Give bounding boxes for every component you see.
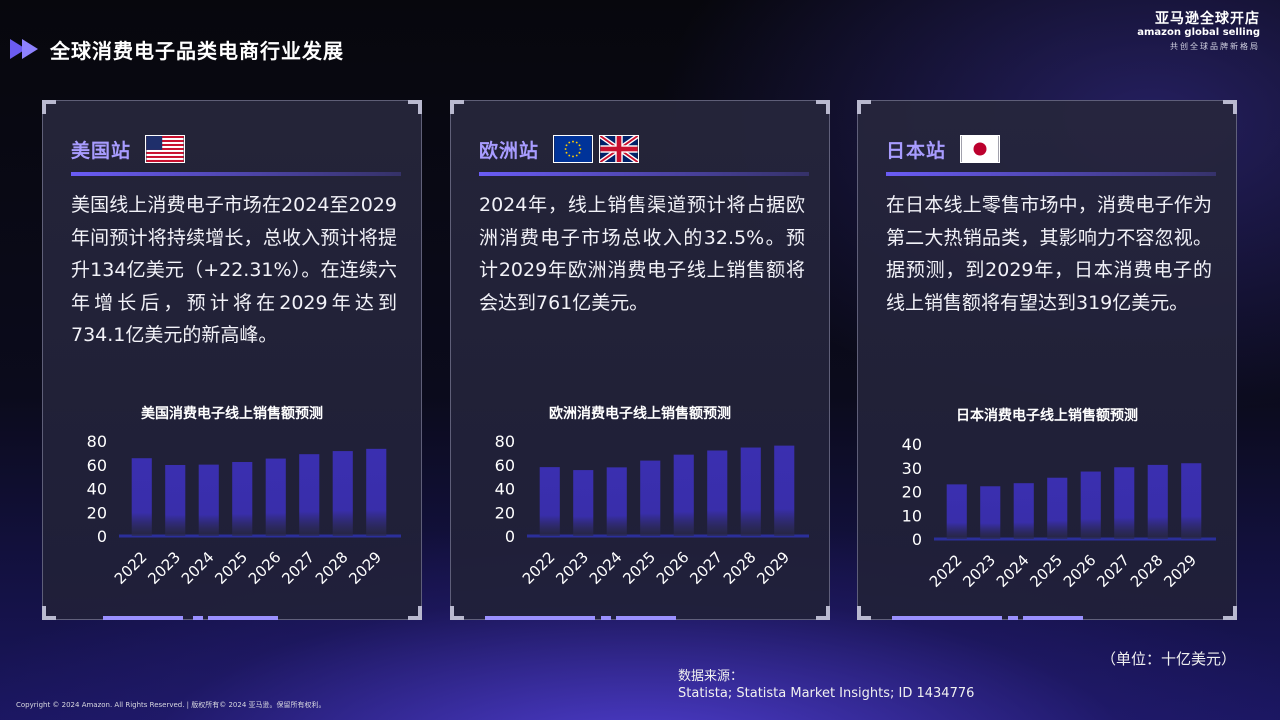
card-description: 2024年，线上销售渠道预计将占据欧洲消费电子市场总收入的32.5%。预计202… (479, 194, 805, 314)
y-tick-label: 40 (87, 480, 107, 499)
x-tick-label: 2024 (178, 548, 218, 588)
us-flag-icon (145, 135, 186, 163)
bar-2024 (1013, 483, 1034, 539)
bar-2024 (198, 464, 219, 536)
bar-2026 (673, 454, 694, 536)
x-tick-label: 2024 (586, 548, 626, 588)
y-tick-label: 30 (902, 459, 922, 478)
x-tick-label: 2025 (211, 548, 251, 588)
x-tick-label: 2025 (619, 548, 659, 588)
y-tick-label: 80 (87, 432, 107, 451)
bar-chart-us: 0 20 40 60 80 2022202320242025202620272028202… (87, 432, 401, 588)
card-description: 美国线上消费电子市场在2024至2029年间预计将持续增长，总收入预计将提升13… (71, 194, 397, 346)
source-note: 数据来源： Statista; Statista Market Insights… (678, 668, 974, 702)
bar-2022 (539, 467, 560, 536)
y-tick-label: 20 (87, 503, 107, 522)
station-title: 日本站 (886, 139, 947, 162)
bar-2024 (606, 467, 627, 536)
bar-2027 (707, 450, 728, 536)
bar-2029 (774, 445, 795, 536)
x-tick-label: 2028 (312, 548, 352, 588)
source-label: 数据来源： (678, 669, 744, 684)
card-japan: 日本站 在日本线上零售市场中，消费电子作为第二大热销品类，其影响力不容忽视。据预… (857, 100, 1237, 620)
brand-name-en: amazon global selling (1137, 27, 1260, 38)
bar-2029 (366, 448, 387, 536)
y-tick-label: 60 (87, 456, 107, 475)
y-tick-label: 60 (495, 456, 515, 475)
bar-2023 (980, 486, 1001, 539)
bar-2023 (165, 464, 186, 536)
bar-2028 (740, 447, 761, 536)
x-tick-label: 2022 (519, 548, 559, 588)
brand-tagline: 共创全球品牌新格局 (1170, 42, 1260, 51)
y-tick-label: 20 (902, 483, 922, 502)
y-tick-label: 10 (902, 506, 922, 525)
y-tick-label: 40 (495, 480, 515, 499)
x-tick-label: 2028 (720, 548, 760, 588)
page-header: 全球消费电子品类电商行业发展 (10, 36, 344, 63)
x-tick-label: 2022 (926, 551, 966, 591)
station-title: 美国站 (71, 139, 132, 162)
x-tick-label: 2027 (278, 548, 318, 588)
bar-2025 (1047, 477, 1068, 539)
x-tick-label: 2023 (144, 548, 184, 588)
bar-2029 (1181, 463, 1202, 539)
bar-2025 (232, 462, 253, 536)
chart-title: 日本消费电子线上销售额预测 (956, 408, 1138, 424)
x-tick-label: 2022 (111, 548, 151, 588)
x-tick-label: 2029 (345, 548, 385, 588)
x-tick-label: 2023 (552, 548, 592, 588)
card-eu: 欧洲站 2024年，线上销售渠道预计将占据欧洲消费电子市场总收入的32.5%。预… (450, 100, 830, 620)
japan-flag-icon (960, 135, 1001, 163)
uk-flag-icon (599, 135, 640, 163)
bar-2028 (332, 451, 353, 536)
x-tick-label: 2029 (1160, 551, 1200, 591)
y-tick-label: 0 (97, 527, 107, 546)
x-tick-label: 2029 (753, 548, 793, 588)
chart-title: 美国消费电子线上销售额预测 (141, 406, 323, 422)
bar-2028 (1147, 464, 1168, 539)
arrow-icon (10, 39, 38, 59)
x-tick-label: 2028 (1127, 551, 1167, 591)
eu-flag-icon (553, 135, 594, 163)
card-description: 在日本线上零售市场中，消费电子作为第二大热销品类，其影响力不容忽视。据预测，到2… (886, 194, 1212, 314)
brand-logo: 亚马逊全球开店 amazon global selling 共创全球品牌新格局 (1137, 8, 1260, 52)
x-tick-label: 2025 (1026, 551, 1066, 591)
y-tick-label: 80 (495, 432, 515, 451)
x-tick-label: 2024 (993, 551, 1033, 591)
bar-chart-japan: 0 10 20 30 40 2022202320242025202620272028202… (902, 435, 1216, 591)
y-tick-label: 0 (505, 527, 515, 546)
y-tick-label: 0 (912, 530, 922, 549)
x-tick-label: 2026 (1060, 551, 1100, 591)
bar-chart-eu: 0 20 40 60 80 2022202320242025202620272028202… (495, 432, 809, 588)
bar-2022 (131, 458, 152, 536)
bar-2026 (1080, 471, 1101, 539)
x-tick-label: 2026 (653, 548, 693, 588)
x-tick-label: 2023 (959, 551, 999, 591)
x-tick-label: 2026 (245, 548, 285, 588)
page-title: 全球消费电子品类电商行业发展 (50, 38, 344, 63)
bar-2027 (1114, 467, 1135, 539)
chart-title: 欧洲消费电子线上销售额预测 (549, 406, 731, 422)
card-us: 美国站 美国线上消费电子市场在2024至2029年间预计将持续增长，总收入预计将… (42, 100, 422, 620)
bar-2023 (573, 470, 594, 536)
x-tick-label: 2027 (686, 548, 726, 588)
source-text: Statista; Statista Market Insights; ID 1… (678, 686, 975, 701)
unit-label: （单位：十亿美元） (1100, 650, 1236, 668)
bar-2022 (946, 484, 967, 539)
brand-name-cn: 亚马逊全球开店 (1155, 11, 1260, 27)
y-tick-label: 40 (902, 435, 922, 454)
x-tick-label: 2027 (1093, 551, 1133, 591)
bar-2026 (265, 458, 286, 536)
station-title: 欧洲站 (479, 139, 540, 162)
bar-2027 (299, 454, 320, 536)
copyright-text: Copyright © 2024 Amazon. All Rights Rese… (16, 701, 326, 709)
y-tick-label: 20 (495, 503, 515, 522)
bar-2025 (640, 460, 661, 536)
